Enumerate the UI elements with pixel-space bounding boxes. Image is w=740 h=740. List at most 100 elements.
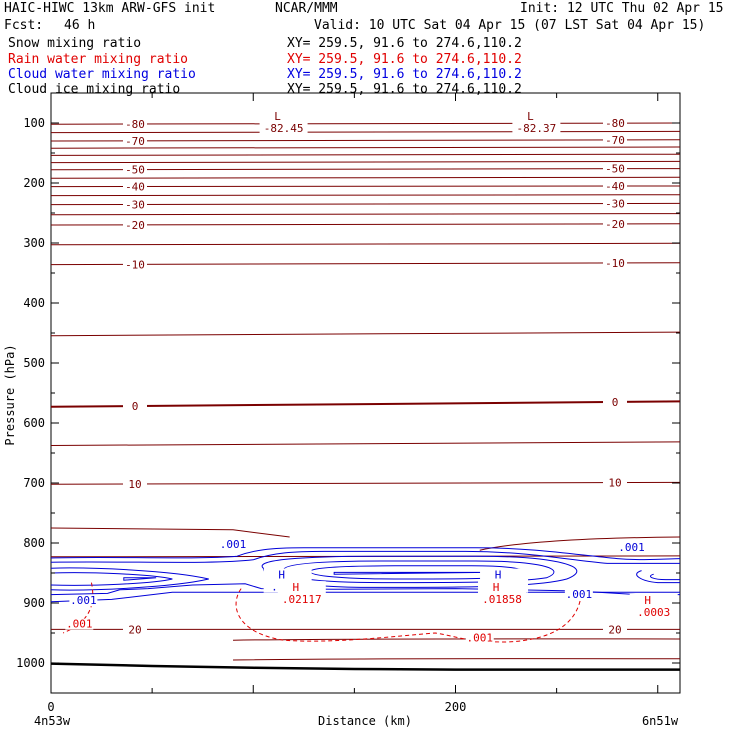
isotherm-label: -70 [125, 135, 145, 148]
isotherm-label-bg [603, 180, 627, 192]
isotherm-label: -80 [605, 117, 625, 130]
y-axis-title: Pressure (hPa) [3, 344, 17, 445]
isotherm-label: -80 [125, 118, 145, 131]
isotherm-label-bg [603, 476, 627, 488]
isotherm-label: 20 [608, 623, 621, 636]
y-tick-label: 100 [23, 116, 45, 130]
isotherm-line [50, 176, 681, 179]
field-name: Snow mixing ratio [8, 36, 141, 51]
cloud-water-contour [283, 560, 555, 584]
extremum-marker: H [493, 581, 500, 594]
isotherm-label: -10 [125, 258, 145, 271]
isotherm-line [479, 536, 681, 551]
field-name: Cloud ice mixing ratio [8, 82, 180, 97]
isotherm-line [50, 130, 681, 134]
isotherm-label: -50 [125, 164, 145, 177]
isotherm-label-bg [603, 256, 627, 268]
isotherm-label-bg [603, 162, 627, 174]
isotherm-label-bg [123, 163, 147, 175]
isotherm-line [50, 139, 681, 142]
isotherm-label-bg [123, 180, 147, 192]
contour-label-bg [69, 595, 98, 607]
extremum-value: .02117 [282, 593, 322, 606]
cloud-water-contour [50, 572, 173, 586]
isotherm-label-bg [123, 258, 147, 270]
isotherm-label-bg [603, 117, 627, 129]
extremum-marker: H [495, 569, 502, 582]
y-tick-label: 800 [23, 536, 45, 550]
isotherm-line [50, 202, 681, 206]
x-axis-title: Distance (km) [318, 714, 412, 728]
field-xy: XY= 259.5, 91.6 to 274.6,110.2 [287, 52, 522, 67]
extremum-value: -82.37 [517, 122, 557, 135]
y-tick-label: 400 [23, 296, 45, 310]
isotherm-label: -40 [605, 180, 625, 193]
x-tick-label: 0 [47, 700, 54, 714]
isotherm-line [50, 146, 681, 149]
contour-label: .001 [566, 588, 593, 601]
isotherm-label: -30 [605, 198, 625, 211]
isotherm-label-bg [603, 395, 627, 407]
isotherm-line [233, 658, 681, 661]
cloud-water-contour [649, 573, 680, 581]
init-time: Init: 12 UTC Thu 02 Apr 15 [520, 1, 724, 16]
temperature-contours: -80 -80 -70 -70 -50 -50 -40 -40 -30 -30 -20 -20 -10 -… [50, 117, 681, 661]
cloud-water-contour [636, 570, 680, 584]
extremum-value: .01858 [482, 593, 522, 606]
isotherm-label: -20 [605, 218, 625, 231]
contour-label: .001 [467, 631, 494, 644]
extremum-marker: L [527, 110, 534, 123]
isotherm-line [50, 441, 681, 446]
valid-time: Valid: 10 UTC Sat 04 Apr 15 (07 LST Sat … [314, 18, 705, 33]
isotherm-line [50, 400, 681, 408]
extremum-marker: H [644, 594, 651, 607]
extremum-value: .0003 [637, 606, 670, 619]
y-tick-label: 700 [23, 476, 45, 490]
isotherm-label-bg [603, 623, 627, 635]
contour-label-bg [219, 538, 248, 550]
extremum-bg [629, 593, 678, 618]
isotherm-label: 10 [128, 478, 141, 491]
extremum-value: -82.45 [264, 122, 304, 135]
isotherm-line [50, 527, 290, 538]
contour-label: .001 [70, 594, 97, 607]
model-title: HAIC-HIWC 13km ARW-GFS init [4, 1, 215, 16]
contour-label: .001 [66, 618, 93, 631]
isotherm-label: 20 [128, 623, 141, 636]
field-xy: XY= 259.5, 91.6 to 274.6,110.2 [287, 36, 522, 51]
extremum-bg [259, 110, 308, 135]
rain-water-contour [235, 588, 582, 643]
isotherm-label-bg [603, 133, 627, 145]
x-axis: 0 20 0 [47, 93, 659, 714]
terrain-profile [50, 662, 680, 671]
isotherm-line [50, 481, 681, 485]
isotherm-label-bg [123, 198, 147, 210]
right-endpoint-label: 6n51w [642, 714, 679, 728]
isotherm-line [50, 331, 681, 337]
isotherm-label: 0 [132, 400, 139, 413]
field-xy: XY= 259.5, 91.6 to 274.6,110.2 [287, 82, 522, 97]
isotherm-label-bg [123, 118, 147, 130]
isotherm-label-bg [123, 134, 147, 146]
isotherm-label-bg [123, 218, 147, 230]
contour-labels: .001 .001 .001 .001 .001 .001 [65, 538, 646, 644]
extrema-labels: L-82.45L-82.37H.7992H.8124H.02117H.01858… [259, 110, 678, 619]
isotherm-label: -50 [605, 163, 625, 176]
isotherm-line [233, 638, 681, 641]
cloud-water-contour [50, 567, 209, 591]
isotherm-label-bg [603, 217, 627, 229]
left-endpoint-label: 4n53w [34, 714, 71, 728]
isotherm-label: -10 [605, 257, 625, 270]
isotherm-line [50, 262, 681, 266]
extremum-marker: L [274, 110, 281, 123]
terrain-line [50, 662, 680, 671]
field-list: Snow mixing ratio XY= 259.5, 91.6 to 274… [8, 36, 522, 97]
contour-label-bg [465, 632, 494, 644]
header: HAIC-HIWC 13km ARW-GFS init NCAR/MMM Ini… [4, 1, 724, 33]
isotherm-label: -40 [125, 181, 145, 194]
isotherm-label: -70 [605, 134, 625, 147]
isotherm-label: 0 [612, 396, 619, 409]
isotherm-line [50, 242, 681, 246]
extremum-marker: H [278, 569, 285, 582]
